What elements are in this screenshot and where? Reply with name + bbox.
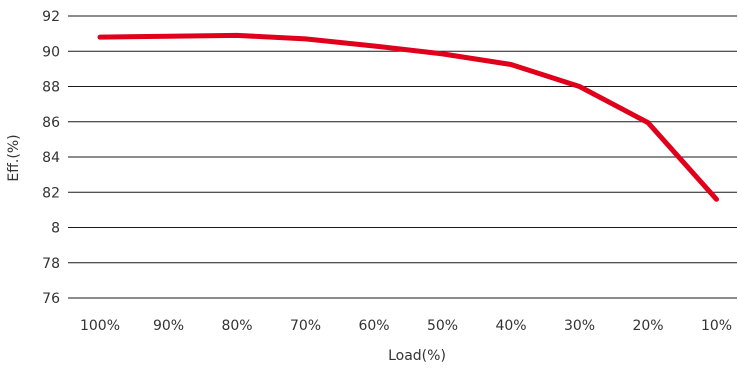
x-tick-label: 50% [427, 318, 458, 334]
efficiency-series-line [97, 32, 719, 202]
x-tick-label: 90% [153, 318, 184, 334]
data-point [303, 36, 308, 41]
y-axis-title: Eff.(%) [6, 134, 22, 181]
x-tick-label: 100% [80, 318, 120, 334]
grid-lines [68, 15, 737, 299]
x-tick-label: 30% [564, 318, 595, 334]
x-tick-label: 40% [495, 318, 526, 334]
y-tick-label: 92 [42, 9, 60, 25]
x-tick-label: 80% [221, 318, 252, 334]
series-group [97, 32, 719, 202]
data-point [372, 43, 376, 48]
y-tick-label: 78 [42, 256, 60, 272]
y-axis-ticks: 92 90 88 86 84 82 8 78 76 [42, 9, 60, 307]
x-axis-title: Load(%) [388, 348, 446, 364]
x-tick-label: 60% [358, 318, 389, 334]
x-axis-ticks: 100% 90% 80% 70% 60% 50% 40% 30% 20% 10% [80, 318, 732, 334]
y-tick-label: 88 [42, 80, 60, 96]
data-point [714, 197, 719, 202]
y-tick-label: 86 [42, 115, 60, 131]
x-tick-label: 10% [701, 318, 732, 334]
x-tick-label: 70% [290, 318, 321, 334]
data-point [98, 35, 102, 40]
data-point [646, 120, 650, 125]
data-point [235, 33, 239, 38]
y-tick-label: 82 [42, 185, 60, 201]
y-tick-label: 8 [51, 221, 60, 237]
data-point [509, 62, 513, 67]
y-tick-label: 84 [42, 150, 60, 166]
data-point [440, 51, 445, 56]
data-point [577, 84, 582, 89]
y-tick-label: 90 [42, 44, 60, 60]
y-tick-label: 76 [42, 291, 60, 307]
x-tick-label: 20% [632, 318, 663, 334]
data-point [166, 34, 171, 39]
